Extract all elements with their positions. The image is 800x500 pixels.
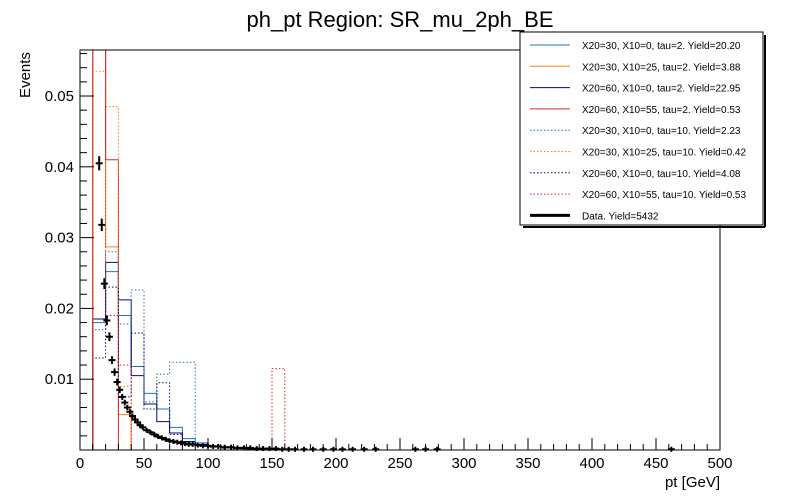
x-tick-label: 150 bbox=[259, 455, 284, 472]
y-tick-label: 0.03 bbox=[45, 230, 74, 247]
legend-entry-label: X20=30, X10=0, tau=2. Yield=20.20 bbox=[582, 41, 741, 52]
histogram-series-1 bbox=[92, 271, 720, 451]
legend-entry-label: X20=30, X10=25, tau=10. Yield=0.42 bbox=[582, 148, 746, 159]
data-point bbox=[116, 386, 124, 394]
data-point bbox=[100, 278, 108, 289]
x-tick-label: 50 bbox=[136, 455, 153, 472]
data-point bbox=[154, 434, 162, 440]
legend-entry-label: X20=30, X10=25, tau=2. Yield=3.88 bbox=[582, 62, 741, 73]
data-point bbox=[158, 435, 166, 441]
data-point bbox=[146, 429, 154, 435]
data-point bbox=[300, 446, 308, 452]
y-tick-label: 0.01 bbox=[45, 371, 74, 388]
data-point bbox=[372, 446, 380, 452]
x-tick-label: 0 bbox=[76, 455, 84, 472]
histogram-series-3 bbox=[92, 261, 720, 451]
data-point bbox=[162, 436, 170, 442]
data-point bbox=[150, 431, 158, 437]
data-point bbox=[221, 444, 229, 450]
y-tick-label: 0.04 bbox=[45, 159, 74, 176]
x-tick-label: 500 bbox=[707, 455, 732, 472]
legend-entry-label: X20=60, X10=55, tau=10. Yield=0.53 bbox=[582, 190, 746, 201]
x-tick-label: 400 bbox=[579, 455, 604, 472]
x-tick-label: 450 bbox=[643, 455, 668, 472]
y-axis-label: Events bbox=[17, 52, 34, 98]
legend-entry-label: X20=30, X10=0, tau=10. Yield=2.23 bbox=[582, 126, 741, 137]
data-point bbox=[134, 419, 142, 425]
data-point bbox=[143, 427, 151, 433]
data-point bbox=[139, 424, 147, 430]
chart-title: ph_pt Region: SR_mu_2ph_BE bbox=[247, 7, 554, 32]
data-point bbox=[118, 393, 126, 400]
data-point bbox=[126, 409, 134, 415]
data-point bbox=[131, 417, 139, 423]
data-point bbox=[105, 332, 113, 342]
axes-layer: 0 50 100 150 200 250 300 350 400 450 500 0.01 0.02 0.… bbox=[45, 53, 733, 472]
x-tick-label: 300 bbox=[451, 455, 476, 472]
x-tick-label: 350 bbox=[515, 455, 540, 472]
x-tick-label: 200 bbox=[323, 455, 348, 472]
data-point bbox=[98, 218, 106, 232]
data-point bbox=[349, 446, 357, 452]
data-point bbox=[113, 378, 121, 386]
y-tick-label: 0.02 bbox=[45, 300, 74, 317]
data-point bbox=[103, 315, 111, 326]
data-point bbox=[285, 446, 293, 452]
legend-entry-label: Data. Yield=5432 bbox=[582, 211, 659, 222]
legend: X20=30, X10=0, tau=2. Yield=20.20 X20=30,… bbox=[519, 31, 766, 228]
x-tick-label: 100 bbox=[195, 455, 220, 472]
data-point bbox=[111, 368, 119, 376]
data-point bbox=[95, 156, 103, 171]
data-point bbox=[338, 446, 346, 452]
data-point bbox=[123, 404, 131, 411]
x-tick-label: 250 bbox=[387, 455, 412, 472]
legend-entry-label: X20=60, X10=0, tau=2. Yield=22.95 bbox=[582, 84, 741, 95]
histogram-series-7 bbox=[92, 286, 720, 451]
data-point bbox=[121, 399, 129, 406]
data-point bbox=[108, 356, 116, 365]
legend-entry-label: X20=60, X10=55, tau=2. Yield=0.53 bbox=[582, 105, 741, 116]
data-point bbox=[433, 446, 441, 452]
histogram-series-5 bbox=[92, 251, 720, 451]
data-points-layer bbox=[95, 156, 675, 452]
legend-entry-label: X20=60, X10=0, tau=10. Yield=4.08 bbox=[582, 169, 741, 180]
data-point bbox=[128, 413, 136, 419]
x-axis-label: pt [GeV] bbox=[665, 474, 720, 491]
y-tick-label: 0.05 bbox=[45, 88, 74, 105]
legend-box bbox=[519, 31, 764, 226]
